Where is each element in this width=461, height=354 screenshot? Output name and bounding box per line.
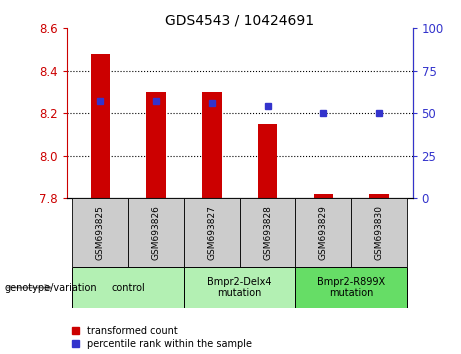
Text: GSM693827: GSM693827 (207, 205, 216, 260)
Text: GSM693825: GSM693825 (96, 205, 105, 260)
Bar (313, 194, 333, 198)
Text: control: control (111, 282, 145, 293)
Bar (72, 198, 128, 267)
Text: GSM693826: GSM693826 (152, 205, 160, 260)
Text: genotype/variation: genotype/variation (5, 282, 97, 293)
Text: GSM693828: GSM693828 (263, 205, 272, 260)
Bar (184, 267, 296, 308)
Bar (258, 124, 278, 198)
Bar (296, 198, 351, 267)
Text: Bmpr2-R899X
mutation: Bmpr2-R899X mutation (317, 277, 385, 298)
Bar (128, 198, 184, 267)
Text: Bmpr2-Delx4
mutation: Bmpr2-Delx4 mutation (207, 277, 272, 298)
Title: GDS4543 / 10424691: GDS4543 / 10424691 (165, 13, 314, 27)
Bar (72, 267, 184, 308)
Bar (146, 92, 166, 198)
Bar (240, 198, 296, 267)
Bar (296, 267, 407, 308)
Bar (351, 198, 407, 267)
Bar (202, 92, 222, 198)
Legend: transformed count, percentile rank within the sample: transformed count, percentile rank withi… (72, 326, 252, 349)
Text: GSM693829: GSM693829 (319, 205, 328, 260)
Text: GSM693830: GSM693830 (375, 205, 384, 260)
Bar (369, 194, 389, 198)
Bar (184, 198, 240, 267)
Bar (90, 54, 110, 198)
